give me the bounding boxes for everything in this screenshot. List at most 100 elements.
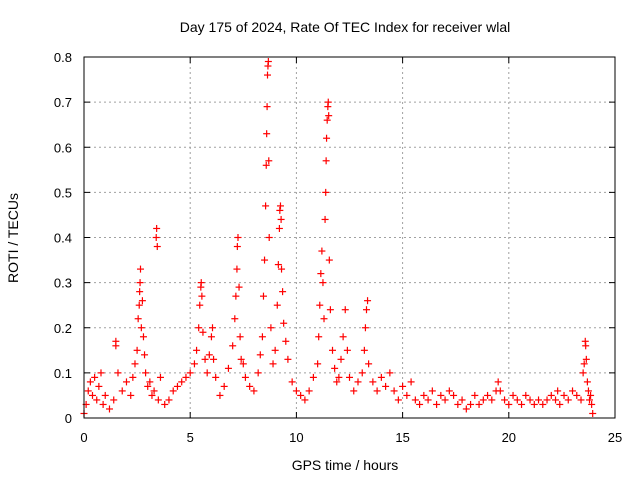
data-point — [236, 333, 244, 341]
data-point — [148, 391, 156, 399]
data-point — [424, 396, 432, 404]
data-point — [265, 234, 273, 241]
data-point — [343, 346, 351, 354]
data-point — [394, 396, 402, 404]
data-point — [420, 391, 428, 399]
data-point — [93, 396, 101, 404]
y-tick-label: 0.7 — [54, 95, 72, 110]
data-point — [341, 306, 349, 314]
x-tick-label: 15 — [395, 430, 409, 445]
data-point — [101, 391, 109, 399]
data-point — [539, 400, 547, 408]
data-point — [428, 387, 436, 395]
data-point — [136, 279, 144, 287]
data-point — [261, 256, 269, 264]
data-point — [129, 373, 137, 381]
data-point — [231, 315, 239, 323]
data-point — [118, 387, 126, 395]
data-point — [182, 373, 190, 381]
data-point — [377, 373, 385, 381]
data-point — [97, 369, 105, 377]
data-point — [326, 306, 334, 314]
y-tick-label: 0.5 — [54, 185, 72, 200]
y-tick-label: 0 — [65, 411, 72, 426]
data-point — [259, 292, 267, 300]
data-point — [207, 333, 215, 341]
data-point — [373, 387, 381, 395]
data-point — [471, 391, 479, 399]
data-point — [278, 265, 286, 273]
data-point — [354, 378, 362, 386]
data-point — [416, 400, 424, 408]
data-point — [319, 279, 327, 287]
data-point — [441, 396, 449, 404]
data-point — [324, 98, 332, 106]
x-axis-label: GPS time / hours — [292, 457, 399, 473]
data-point — [186, 369, 194, 377]
data-point — [467, 400, 475, 408]
data-point — [382, 382, 390, 390]
data-point — [133, 346, 141, 354]
data-point — [337, 355, 345, 363]
data-point — [586, 396, 594, 404]
data-point — [588, 400, 596, 408]
data-point — [339, 333, 347, 341]
data-point — [198, 292, 206, 300]
data-point — [99, 400, 107, 408]
data-point — [411, 396, 419, 404]
data-point — [577, 396, 585, 404]
data-point — [246, 382, 254, 390]
data-point — [403, 391, 411, 399]
data-point — [361, 324, 369, 332]
data-point — [84, 387, 92, 395]
data-point — [386, 369, 394, 377]
data-point — [530, 400, 538, 408]
data-point — [494, 378, 502, 386]
data-point — [316, 301, 324, 309]
data-point — [138, 297, 146, 305]
data-point — [450, 391, 458, 399]
data-point — [284, 355, 292, 363]
data-point — [212, 373, 220, 381]
data-point — [233, 243, 241, 251]
data-point — [321, 215, 329, 223]
x-tick-label: 0 — [80, 430, 87, 445]
data-point — [583, 378, 591, 386]
data-point — [323, 134, 331, 142]
data-point — [258, 333, 266, 341]
data-point — [112, 342, 120, 350]
data-point — [91, 373, 99, 381]
data-point — [325, 256, 333, 264]
data-point — [488, 396, 496, 404]
y-tick-label: 0.3 — [54, 276, 72, 291]
data-point — [250, 387, 258, 395]
data-point — [501, 396, 509, 404]
ticks-layer: 0 5 10 15 20 25 0 0.1 0.2 0.3 0.4 0.5 0.6 0.7 0.8 — [54, 50, 622, 445]
data-point — [136, 265, 144, 273]
data-point — [535, 396, 543, 404]
data-point — [513, 396, 521, 404]
grid-layer — [84, 57, 615, 418]
data-point — [333, 378, 341, 386]
data-point — [144, 382, 152, 390]
y-tick-label: 0.2 — [54, 321, 72, 336]
data-point — [265, 157, 273, 165]
data-point — [564, 396, 572, 404]
data-point — [362, 306, 370, 314]
data-point — [197, 279, 205, 287]
data-point — [134, 315, 142, 323]
data-point — [264, 71, 272, 79]
data-point — [220, 382, 228, 390]
data-point — [301, 396, 309, 404]
data-point — [314, 360, 322, 368]
data-point — [580, 360, 588, 368]
data-point — [322, 157, 330, 165]
data-point — [254, 369, 262, 377]
data-point — [407, 378, 415, 386]
data-point — [552, 396, 560, 404]
data-point — [479, 396, 487, 404]
data-point — [582, 355, 590, 363]
y-axis-label: ROTI / TECUs — [5, 193, 21, 283]
data-point — [150, 387, 158, 395]
